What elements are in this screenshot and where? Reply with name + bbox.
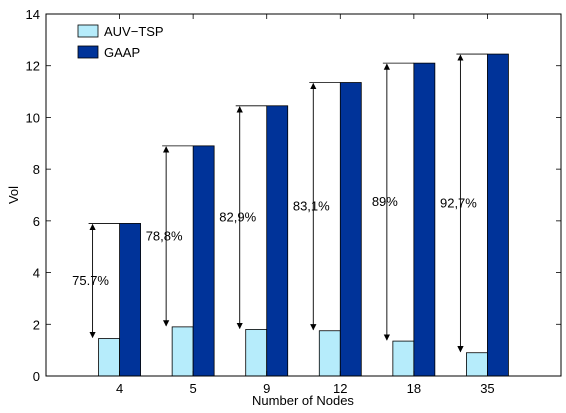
bars-layer [98, 53, 509, 377]
annotation-label-12: 83,1% [293, 199, 330, 214]
legend: AUV−TSP GAAP [77, 24, 164, 60]
y-tick-label-2: 2 [33, 317, 40, 332]
ticks-layer: 4 5 9 12 18 35 0 2 4 6 8 10 12 14 [26, 7, 561, 396]
annotation-label-4: 75.7% [72, 273, 109, 288]
annotation-label-9: 82,9% [219, 210, 256, 225]
plot-frame [45, 13, 562, 377]
bar-auv-tsp-9 [245, 329, 268, 377]
x-axis-label: Number of Nodes [252, 393, 354, 408]
x-tick-label-18: 18 [407, 381, 421, 396]
legend-swatch-gaap [77, 45, 99, 59]
bar-gaap-35 [487, 53, 509, 377]
annotation-label-18: 89% [372, 194, 398, 209]
bar-auv-tsp-35 [466, 352, 488, 377]
bar-gaap-12 [339, 82, 362, 377]
y-tick-label-8: 8 [33, 162, 40, 177]
x-tick-label-35: 35 [480, 381, 494, 396]
legend-swatch-auv-tsp [77, 24, 99, 38]
y-tick-label-12: 12 [26, 59, 40, 74]
bar-gaap-5 [192, 145, 215, 377]
y-tick-label-10: 10 [26, 110, 40, 125]
bar-gaap-4 [119, 223, 141, 377]
y-axis-label: Vol [6, 186, 21, 204]
bar-auv-tsp-18 [392, 340, 415, 377]
bar-auv-tsp-4 [98, 338, 120, 377]
annotation-label-35: 92,7% [440, 195, 477, 210]
bar-gaap-18 [413, 62, 436, 377]
x-tick-label-9: 9 [263, 381, 270, 396]
y-tick-label-14: 14 [26, 7, 40, 22]
x-tick-label-4: 4 [116, 381, 123, 396]
legend-label-gaap: GAAP [104, 45, 140, 60]
x-tick-label-12: 12 [333, 381, 347, 396]
y-tick-label-4: 4 [33, 266, 40, 281]
x-tick-label-5: 5 [190, 381, 197, 396]
bar-auv-tsp-12 [318, 330, 341, 377]
annotations-layer: 75.7% 78,8% 82,9% 83,1% 89% 92,7% [72, 53, 488, 353]
bar-auv-tsp-5 [171, 326, 194, 377]
bar-gaap-9 [266, 105, 289, 377]
y-tick-label-0: 0 [33, 369, 40, 384]
y-tick-label-6: 6 [33, 214, 40, 229]
legend-label-auv-tsp: AUV−TSP [104, 24, 164, 39]
annotation-label-5: 78,8% [146, 228, 183, 243]
